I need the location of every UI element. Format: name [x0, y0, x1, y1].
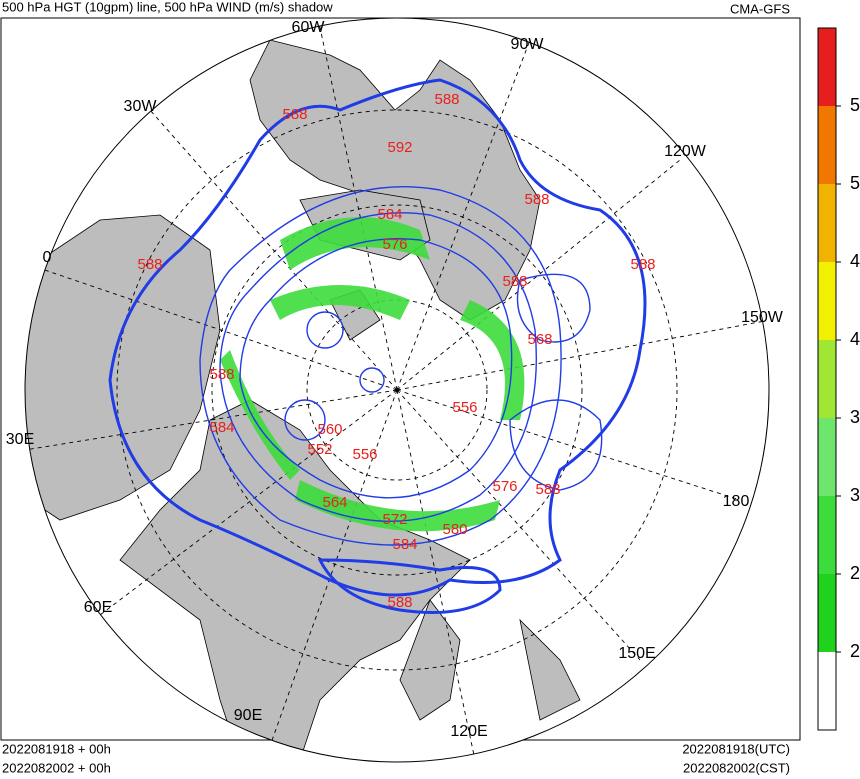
colorbar-tick-label: 55 — [850, 95, 860, 115]
lon-label: 90E — [234, 707, 262, 724]
colorbar-bin — [818, 28, 836, 106]
colorbar-bin — [818, 184, 836, 262]
source: CMA-GFS — [730, 1, 790, 16]
valid-cst: 2022082002(CST) — [683, 760, 790, 775]
colorbar-tick-label: 20 — [850, 641, 860, 661]
contour-label: 564 — [322, 494, 347, 511]
map-boundary — [24, 17, 770, 763]
lon-label: 0 — [43, 249, 52, 266]
colorbar-tick-label: 40 — [850, 329, 860, 349]
colorbar-tick-label: 35 — [850, 407, 860, 427]
lon-label: 180 — [723, 493, 750, 510]
contour-labels: 588 588 592 588 588 588 588 584 576 588 584 556 560 5… — [137, 91, 655, 611]
contour-label: 588 — [282, 106, 307, 123]
contour-label: 588 — [630, 256, 655, 273]
map-disk — [25, 18, 769, 762]
lon-label: 150W — [741, 309, 784, 326]
colorbar-tick-label: 25 — [850, 563, 860, 583]
lon-label: 120W — [664, 143, 707, 160]
colorbar-tick-label: 30 — [850, 485, 860, 505]
lon-label: 30E — [6, 431, 34, 448]
contour-label: 588 — [502, 273, 527, 290]
contour-label: 588 — [137, 256, 162, 273]
contour-label: 588 — [434, 91, 459, 108]
colorbar-bin — [818, 262, 836, 340]
lon-label: 60E — [84, 599, 112, 616]
colorbar-bin — [818, 106, 836, 184]
contour-label: 588 — [535, 481, 560, 498]
init-cst: 2022082002 + 00h — [2, 760, 111, 775]
contour-label: 588 — [524, 191, 549, 208]
contour-label: 576 — [382, 236, 407, 253]
colorbar-bin — [818, 574, 836, 652]
colorbar-bin — [818, 340, 836, 418]
colorbar: 20 25 30 35 40 45 50 55 — [817, 27, 860, 731]
contour-label: 580 — [442, 521, 467, 538]
lon-label: 60W — [292, 19, 326, 36]
title: 500 hPa HGT (10gpm) line, 500 hPa WIND (… — [2, 0, 333, 14]
init-utc: 2022081918 + 00h — [2, 741, 111, 756]
contour-label: 592 — [387, 139, 412, 156]
contour-label: 556 — [452, 399, 477, 416]
contour-label: 556 — [352, 446, 377, 463]
lon-label: 90W — [511, 36, 545, 53]
colorbar-tick-label: 45 — [850, 251, 860, 271]
lon-label: 30W — [124, 98, 158, 115]
contour-label: 584 — [209, 419, 234, 436]
contour-label: 552 — [307, 441, 332, 458]
contour-label: 568 — [527, 331, 552, 348]
colorbar-frame — [817, 27, 837, 731]
contour-label: 572 — [382, 511, 407, 528]
colorbar-tick-label: 50 — [850, 173, 860, 193]
graticule — [25, 18, 769, 761]
contour-label: 588 — [387, 594, 412, 611]
colorbar-bin — [818, 652, 836, 730]
contour-label: 584 — [392, 536, 417, 553]
contour-label: 588 — [209, 366, 234, 383]
contour-label: 560 — [317, 421, 342, 438]
land — [25, 39, 581, 761]
lon-label: 120E — [450, 723, 487, 740]
contour-588 — [108, 78, 647, 614]
contour-label: 576 — [492, 478, 517, 495]
valid-utc: 2022081918(UTC) — [682, 741, 790, 756]
colorbar-bin — [818, 418, 836, 496]
colorbar-bin — [818, 496, 836, 574]
contour-label: 584 — [377, 206, 402, 223]
height-contours — [199, 186, 603, 546]
lon-label: 150E — [618, 645, 655, 662]
